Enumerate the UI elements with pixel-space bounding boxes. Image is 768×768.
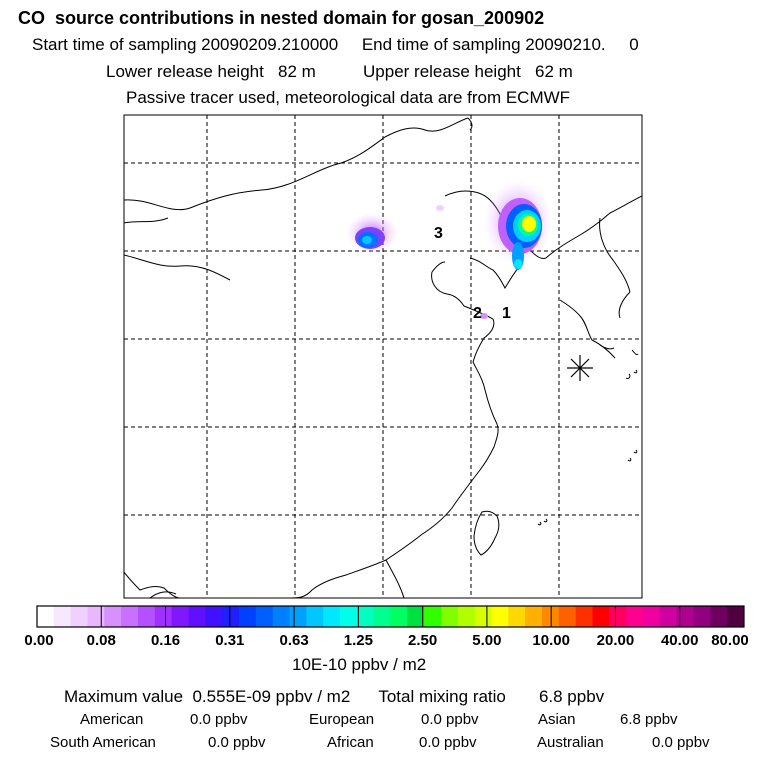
colorbar-cell: [205, 606, 223, 627]
colorbar-tick-label: 0.63: [279, 632, 308, 649]
source-label-1: 1: [502, 305, 511, 322]
colorbar-tick-label: 80.00: [711, 632, 749, 649]
colorbar-cell: [441, 606, 459, 627]
source-label-3: 3: [434, 225, 443, 242]
colorbar-cell: [609, 606, 627, 627]
region-value: 0.0 ppbv: [652, 734, 710, 751]
colorbar-cell: [643, 606, 661, 627]
colorbar-cell: [239, 606, 257, 627]
colorbar-cell: [356, 606, 375, 627]
sampling-period: Start time of sampling 20090209.210000 E…: [32, 35, 639, 54]
colorbar-cell: [542, 606, 560, 627]
colorbar-cell: [727, 606, 745, 627]
colorbar-tick-label: 5.00: [472, 632, 501, 649]
colorbar-dividers: [100, 606, 681, 627]
colorbar-tick-label: 20.00: [597, 632, 635, 649]
colorbar-cell: [37, 606, 55, 627]
region-name: European: [309, 711, 375, 728]
region-name: American: [80, 711, 144, 728]
colorbar-tick-label: 40.00: [661, 632, 699, 649]
colorbar-cell: [255, 606, 274, 627]
colorbar-cell: [491, 606, 509, 627]
maximum-and-total: Maximum value 0.555E-09 ppbv / m2 Total …: [64, 687, 605, 706]
colorbar-tick-label: 0.16: [151, 632, 180, 649]
plume-blobs: [346, 180, 552, 319]
colorbar-cell: [171, 606, 189, 627]
colorbar-tick-label: 0.31: [215, 632, 244, 649]
source-labels: 3 2 1: [434, 225, 511, 322]
colorbar-cell: [121, 606, 139, 627]
colorbar-cell: [525, 606, 543, 627]
region-value: 0.0 ppbv: [208, 734, 266, 751]
colorbar-cell: [154, 606, 173, 627]
colorbar-cell: [659, 606, 678, 627]
colorbar-cell: [390, 606, 408, 627]
colorbar-cell: [373, 606, 391, 627]
region-name: African: [327, 734, 374, 751]
receptor-asterisk-icon: [567, 355, 593, 381]
colorbar-unit: 10E-10 ppbv / m2: [292, 655, 427, 674]
colorbar-cell: [592, 606, 610, 627]
colorbar-cell: [272, 606, 290, 627]
tracer-info: Passive tracer used, meteorological data…: [126, 88, 571, 107]
region-value: 0.0 ppbv: [421, 711, 479, 728]
colorbar-cell: [53, 606, 72, 627]
map-title: CO source contributions in nested domain…: [18, 8, 545, 28]
colorbar-cell: [87, 606, 105, 627]
grid-lines: [124, 115, 642, 598]
colorbar-cell: [188, 606, 206, 627]
region-name: Australian: [537, 734, 604, 751]
colorbar-cell: [626, 606, 644, 627]
colorbar-tick-label: 10.00: [532, 632, 570, 649]
colorbar-cell: [457, 606, 476, 627]
colorbar-cells: [37, 606, 745, 627]
colorbar-cell: [289, 606, 307, 627]
colorbar-cell: [306, 606, 324, 627]
colorbar-cell: [575, 606, 593, 627]
colorbar-cell: [323, 606, 341, 627]
colorbar-cell: [424, 606, 442, 627]
region-name: Asian: [538, 711, 576, 728]
colorbar-cell: [70, 606, 88, 627]
region-name: South American: [50, 734, 156, 751]
colorbar-cell: [138, 606, 156, 627]
region-value: 0.0 ppbv: [190, 711, 248, 728]
colorbar-cell: [710, 606, 728, 627]
region-value: 0.0 ppbv: [419, 734, 477, 751]
colorbar-tick-label: 0.00: [24, 632, 53, 649]
source-label-2: 2: [473, 305, 482, 322]
colorbar-tick-label: 2.50: [408, 632, 437, 649]
colorbar-cell: [104, 606, 122, 627]
colorbar-tick-label: 1.25: [344, 632, 373, 649]
colorbar-cell: [407, 606, 425, 627]
colorbar-tick-label: 0.08: [87, 632, 116, 649]
colorbar-cell: [558, 606, 577, 627]
colorbar-cell: [474, 606, 492, 627]
region-value: 6.8 ppbv: [620, 711, 678, 728]
colorbar-cell: [676, 606, 694, 627]
colorbar-cell: [693, 606, 711, 627]
colorbar-cell: [340, 606, 358, 627]
colorbar-outline: [36, 605, 745, 628]
colorbar-tick-labels: 0.00 0.08 0.16 0.31 0.63 1.25 2.50 5.00 10.00 20.…: [24, 632, 748, 649]
colorbar-cell: [222, 606, 240, 627]
colorbar-cell: [508, 606, 526, 627]
release-heights: Lower release height 82 m Upper release …: [106, 62, 573, 81]
